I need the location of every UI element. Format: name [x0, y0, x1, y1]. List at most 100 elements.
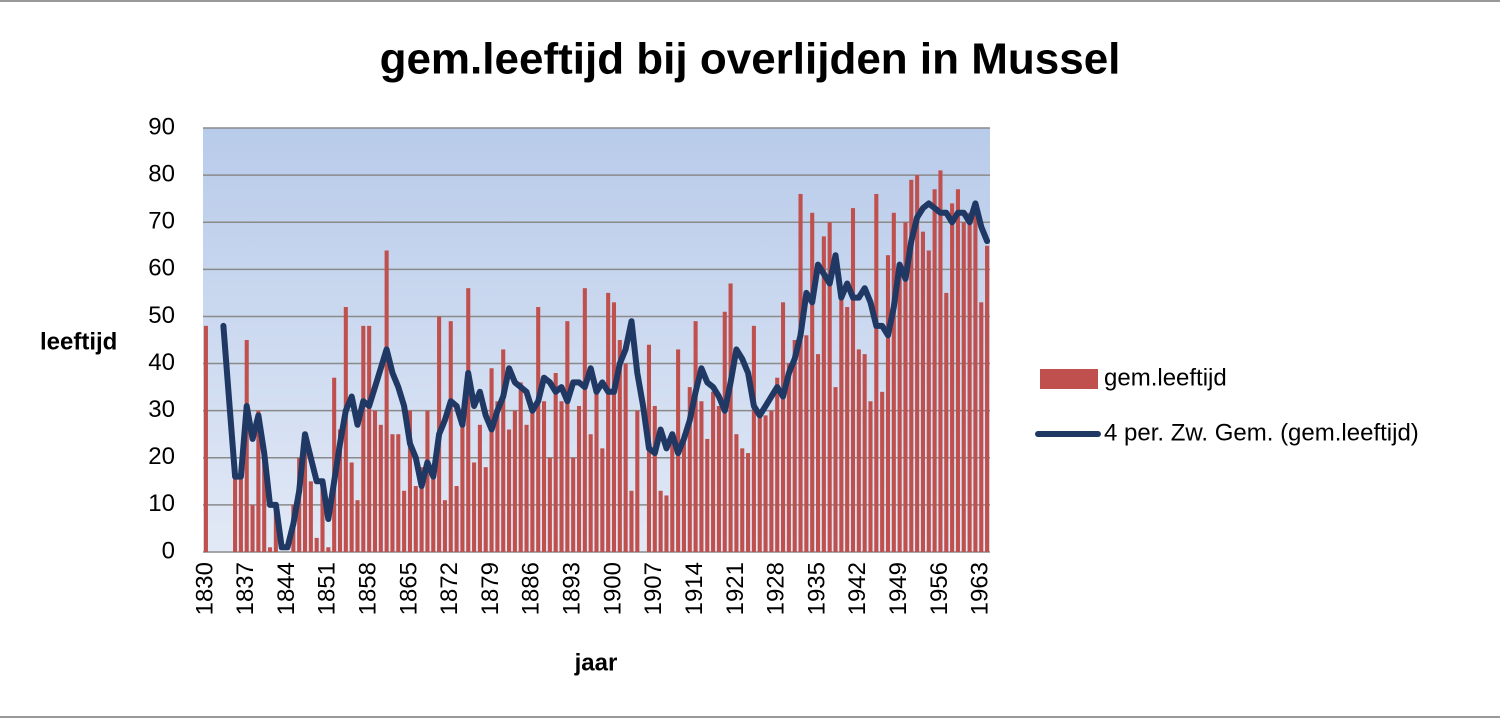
- x-tick-label: 1893: [559, 562, 586, 615]
- x-tick-label: 1956: [926, 562, 953, 615]
- bar: [792, 340, 797, 552]
- x-tick-label: 1844: [273, 562, 300, 615]
- x-tick-label: 1914: [681, 562, 708, 615]
- bar: [938, 170, 943, 552]
- bar: [355, 500, 360, 552]
- bar: [372, 410, 378, 552]
- bar: [320, 481, 325, 552]
- bar: [390, 434, 395, 552]
- bar: [419, 467, 424, 552]
- bar: [512, 410, 517, 552]
- x-tick-label: 1872: [436, 562, 463, 615]
- y-tick-label: 10: [148, 490, 175, 517]
- bar: [559, 401, 564, 552]
- bar: [425, 410, 430, 552]
- bar: [203, 325, 208, 552]
- y-axis-label: leeftijd: [40, 328, 117, 355]
- y-tick-label: 90: [148, 113, 175, 140]
- x-tick-label: 1949: [885, 562, 912, 615]
- bar: [967, 212, 972, 553]
- bar: [518, 382, 523, 552]
- bar: [431, 476, 436, 552]
- y-tick-label: 60: [148, 255, 175, 282]
- bar: [728, 283, 733, 552]
- chart-title: gem.leeftijd bij overlijden in Mussel: [380, 35, 1121, 84]
- bar: [238, 476, 243, 552]
- bar: [985, 245, 990, 552]
- bar: [781, 302, 786, 552]
- bar: [611, 302, 617, 552]
- bar: [798, 193, 803, 552]
- bar: [466, 288, 471, 552]
- bar: [361, 325, 366, 552]
- x-tick-label: 1837: [232, 562, 259, 615]
- bar: [687, 387, 692, 552]
- bar: [693, 321, 698, 552]
- legend-swatch: [1040, 369, 1098, 389]
- bar: [920, 231, 925, 552]
- bar: [571, 457, 576, 552]
- x-tick-label: 1886: [518, 562, 545, 615]
- x-tick-label: 1830: [191, 562, 218, 615]
- bar: [961, 222, 966, 552]
- bar: [932, 189, 937, 552]
- bar: [302, 438, 308, 552]
- y-tick-label: 0: [162, 537, 175, 564]
- x-axis-label: jaar: [574, 649, 618, 676]
- bar: [442, 500, 447, 552]
- bar: [740, 448, 745, 552]
- bar: [973, 212, 978, 553]
- legend-label: gem.leeftijd: [1104, 364, 1227, 391]
- line: [220, 200, 991, 551]
- bar: [751, 325, 756, 552]
- bar: [565, 321, 570, 552]
- bar: [746, 453, 751, 552]
- bar: [827, 222, 832, 552]
- bar: [250, 504, 255, 552]
- bar: [915, 175, 920, 552]
- bar: [501, 349, 506, 552]
- bar: [594, 387, 599, 552]
- bar: [256, 410, 261, 552]
- bar: [821, 236, 826, 552]
- bar: [681, 434, 686, 552]
- y-tick-label: 50: [148, 302, 175, 329]
- bar: [367, 325, 372, 552]
- bar: [763, 415, 768, 552]
- x-tick-label: 1935: [803, 562, 830, 615]
- bar: [903, 222, 908, 552]
- bar: [582, 288, 587, 552]
- bar: [617, 340, 622, 552]
- x-tick-label: 1900: [599, 562, 626, 615]
- bar: [308, 481, 313, 552]
- bar: [658, 490, 663, 552]
- bar: [652, 405, 657, 552]
- bar: [757, 410, 762, 552]
- bar: [926, 250, 931, 552]
- bar: [448, 321, 453, 552]
- bar: [477, 424, 482, 552]
- bar: [909, 179, 914, 553]
- bar: [553, 372, 558, 552]
- bar: [955, 189, 960, 552]
- bar: [268, 547, 273, 552]
- bar: [273, 504, 278, 552]
- bar: [600, 448, 605, 552]
- bar: [874, 193, 879, 552]
- bar: [489, 368, 494, 552]
- x-tick-label: 1907: [640, 562, 667, 615]
- bar: [507, 429, 512, 552]
- y-tick-label: 40: [148, 349, 175, 376]
- bar: [541, 401, 547, 552]
- bar: [547, 457, 552, 552]
- bar: [716, 405, 721, 552]
- x-tick-label: 1851: [314, 562, 341, 615]
- bar: [786, 363, 791, 552]
- y-tick-label: 30: [148, 396, 175, 423]
- bar: [343, 307, 348, 552]
- bar: [880, 391, 885, 552]
- legend-label: 4 per. Zw. Gem. (gem.leeftijd): [1104, 419, 1419, 446]
- bar: [314, 537, 319, 552]
- bar: [623, 363, 628, 552]
